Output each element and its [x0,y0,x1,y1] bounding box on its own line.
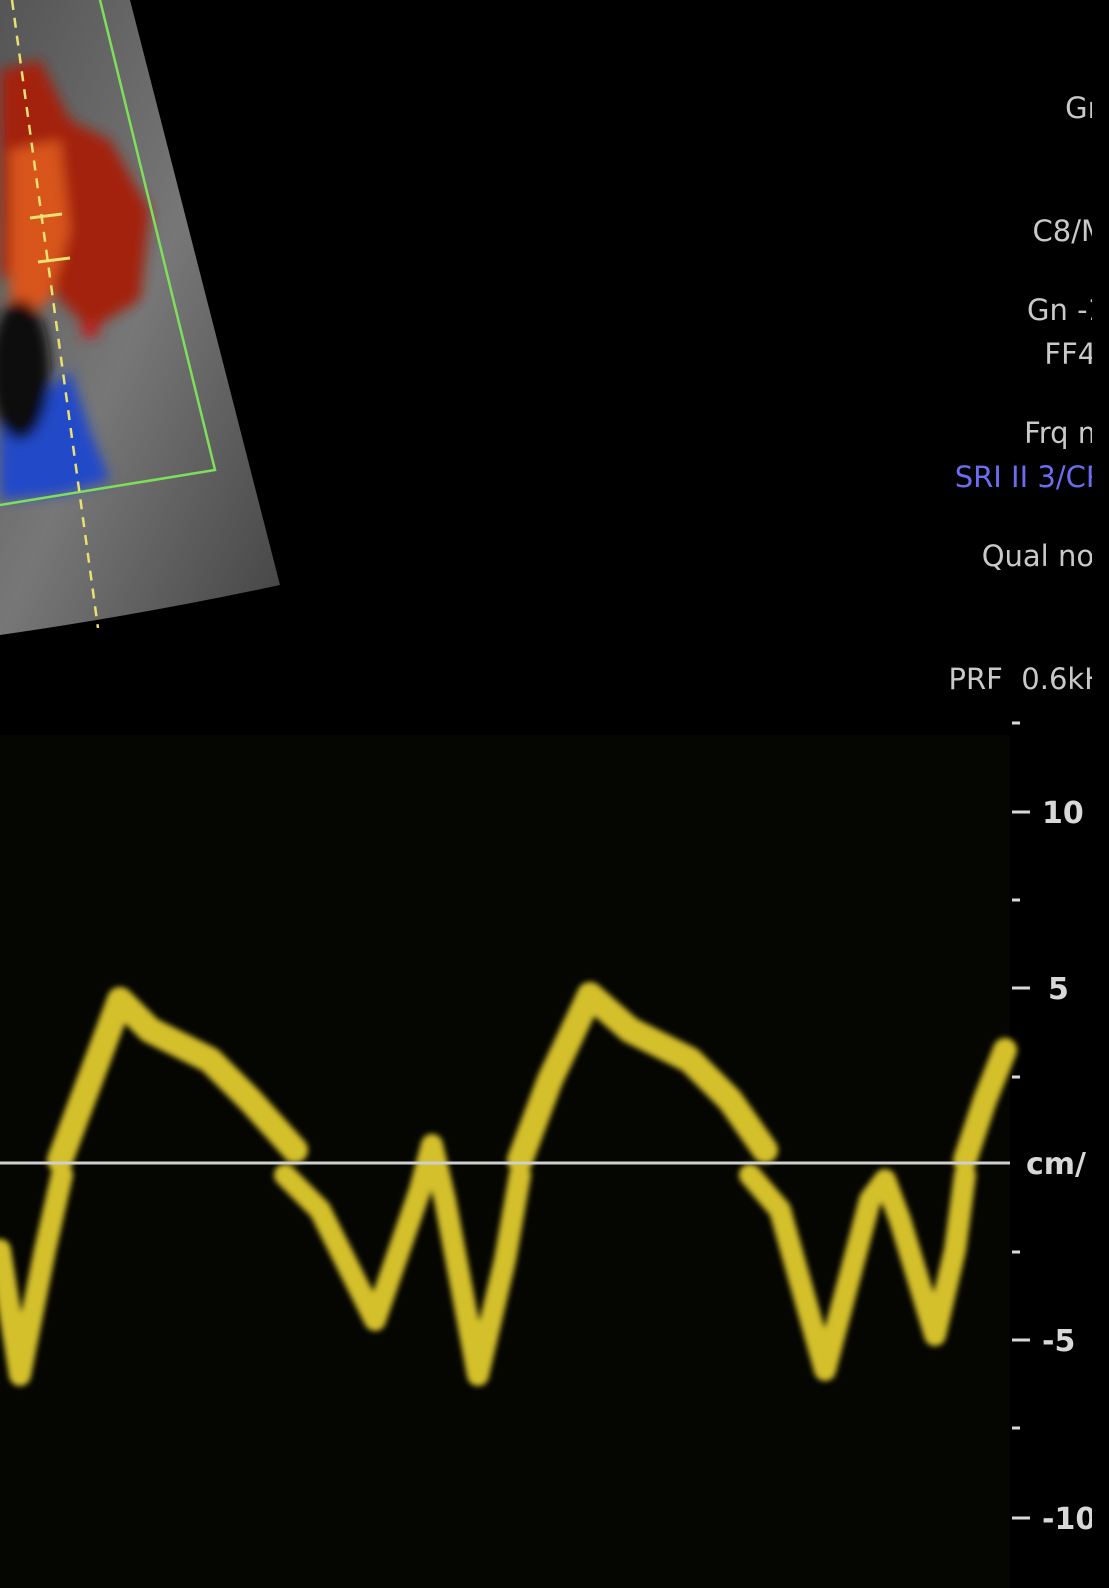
scale-ticks [1012,721,1030,1520]
setting: FF4/ [1044,337,1092,371]
setting: SRI II 3/CR [954,460,1092,494]
scale-label: 10 [1042,796,1084,831]
scale-unit: cm/ [1026,1147,1086,1182]
color-flow [0,60,150,500]
scale-label: -5 [1042,1324,1076,1359]
setting: Qual nor [981,539,1092,573]
settings-group: Gn C8/M FF4/ SRI II 3/CR [955,6,1092,539]
setting: PRF 0.6kH [948,662,1092,696]
doppler-waveform [0,982,1017,1386]
gate-mark [29,212,63,220]
setting: Gn -1 [1027,293,1092,327]
color-box [0,0,217,507]
setting: Frq m [1024,416,1092,450]
settings-group: Gn -1 Frq m Qual nor PRF 0.6kH [949,208,1092,741]
scale-label: -10 [1042,1502,1092,1537]
scale-label: 5 [1048,972,1069,1007]
setting: C8/M [1032,214,1093,248]
setting: Gn [1065,91,1092,125]
doppler-cursor [10,0,100,629]
gate-mark [37,256,71,264]
